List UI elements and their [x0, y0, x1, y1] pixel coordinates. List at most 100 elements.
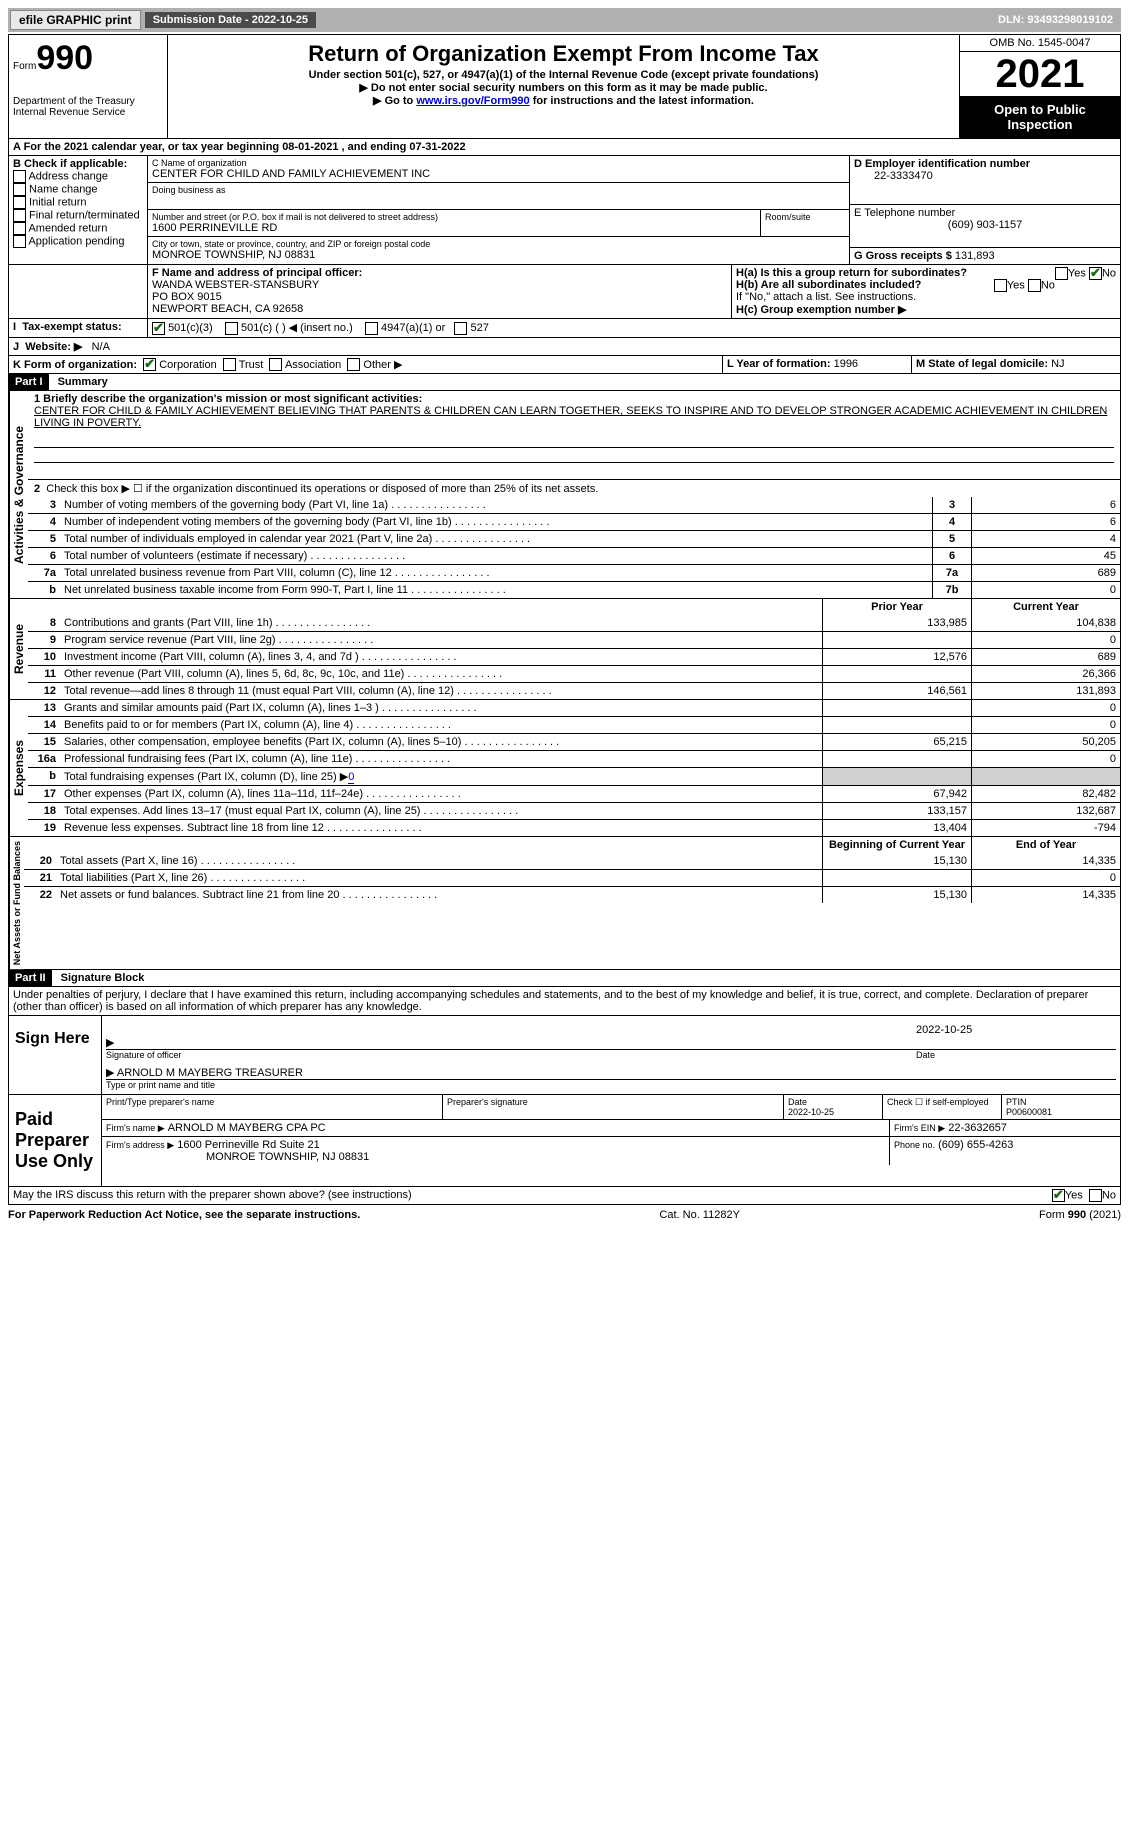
hb-label: H(b) Are all subordinates included? — [736, 279, 921, 291]
box-b-item: Name change — [13, 183, 143, 196]
checkbox[interactable] — [13, 222, 26, 235]
table-row: 17Other expenses (Part IX, column (A), l… — [28, 786, 1120, 803]
officer-label: F Name and address of principal officer: — [152, 267, 362, 279]
year-formed: 1996 — [834, 358, 858, 370]
ptin-label: PTIN — [1006, 1097, 1027, 1107]
checkbox[interactable] — [13, 183, 26, 196]
prep-phone: (609) 655-4263 — [938, 1139, 1013, 1151]
type-name-label: Type or print name and title — [106, 1080, 1116, 1090]
paid-preparer-block: Paid Preparer Use Only Print/Type prepar… — [8, 1095, 1121, 1187]
opt-trust: Trust — [239, 359, 264, 371]
domicile-label: M State of legal domicile: — [916, 358, 1048, 370]
other-checkbox[interactable] — [347, 358, 360, 371]
period-row: A For the 2021 calendar year, or tax yea… — [8, 139, 1121, 156]
sign-here-label: Sign Here — [9, 1016, 102, 1094]
part2-tag: Part II — [9, 970, 52, 986]
firm-addr1: 1600 Perrineville Rd Suite 21 — [177, 1139, 319, 1151]
part1-title: Summary — [52, 374, 114, 390]
table-row: 6Total number of volunteers (estimate if… — [28, 548, 1120, 565]
ein-label: D Employer identification number — [854, 158, 1116, 170]
domicile: NJ — [1051, 358, 1064, 370]
page-footer: For Paperwork Reduction Act Notice, see … — [8, 1205, 1121, 1221]
city: MONROE TOWNSHIP, NJ 08831 — [152, 249, 845, 261]
efile-print-button[interactable]: efile GRAPHIC print — [10, 10, 141, 30]
opt-501c3: 501(c)(3) — [168, 322, 213, 334]
501c3-checkbox[interactable] — [152, 322, 165, 335]
firm-name-label: Firm's name ▶ — [106, 1123, 165, 1133]
part1-tag: Part I — [9, 374, 49, 390]
vlabel-net: Net Assets or Fund Balances — [9, 837, 24, 969]
form-subtitle: Under section 501(c), 527, or 4947(a)(1)… — [172, 69, 955, 81]
checkbox[interactable] — [13, 196, 26, 209]
prep-name-label: Print/Type preparer's name — [102, 1095, 443, 1119]
discuss-yes-label: Yes — [1065, 1190, 1083, 1202]
goto-note: ▶ Go to www.irs.gov/Form990 for instruct… — [172, 94, 955, 107]
hb-note: If "No," attach a list. See instructions… — [736, 291, 1116, 303]
box-b-item: Amended return — [13, 222, 143, 235]
527-checkbox[interactable] — [454, 322, 467, 335]
irs-link[interactable]: www.irs.gov/Form990 — [416, 95, 529, 107]
no-label: No — [1102, 267, 1116, 279]
opt-527: 527 — [470, 322, 488, 334]
opt-other: Other ▶ — [363, 359, 402, 371]
line2-text: Check this box ▶ ☐ if the organization d… — [46, 483, 598, 495]
table-row: 7aTotal unrelated business revenue from … — [28, 565, 1120, 582]
part1-header: Part I Summary — [8, 374, 1121, 391]
declaration: Under penalties of perjury, I declare th… — [8, 987, 1121, 1016]
opt-assoc: Association — [285, 359, 341, 371]
ein-value: 22-3333470 — [854, 170, 1116, 182]
phone-value: (609) 903-1157 — [854, 219, 1116, 231]
tax-year: 2021 — [960, 52, 1120, 96]
hc-label: H(c) Group exemption number ▶ — [736, 303, 1116, 316]
trust-checkbox[interactable] — [223, 358, 236, 371]
rev-section: Revenue Prior YearCurrent Year 8Contribu… — [8, 599, 1121, 700]
table-row: 10Investment income (Part VIII, column (… — [28, 649, 1120, 666]
net-table: Beginning of Current YearEnd of Year 20T… — [24, 837, 1120, 903]
gross-label: G Gross receipts $ — [854, 250, 952, 262]
box-b-item: Application pending — [13, 235, 143, 248]
table-row: 12Total revenue—add lines 8 through 11 (… — [28, 683, 1120, 700]
ha-yes[interactable] — [1055, 267, 1068, 280]
table-row: 16aProfessional fundraising fees (Part I… — [28, 751, 1120, 768]
klm-row: K Form of organization: Corporation Trus… — [8, 356, 1121, 375]
col-curr: Current Year — [972, 599, 1121, 615]
checkbox[interactable] — [13, 235, 26, 248]
yes-label2: Yes — [1007, 279, 1025, 291]
4947-checkbox[interactable] — [365, 322, 378, 335]
501c-checkbox[interactable] — [225, 322, 238, 335]
street: 1600 PERRINEVILLE RD — [152, 222, 756, 234]
hb-no[interactable] — [1028, 279, 1041, 292]
table-row: 22Net assets or fund balances. Subtract … — [24, 887, 1120, 904]
website-row: J Website: ▶ N/A — [8, 338, 1121, 356]
officer-addr2: NEWPORT BEACH, CA 92658 — [152, 303, 303, 315]
yes-label: Yes — [1068, 267, 1086, 279]
corp-checkbox[interactable] — [143, 358, 156, 371]
no-label2: No — [1041, 279, 1055, 291]
date-label: Date — [916, 1050, 1116, 1060]
open-inspection: Open to Public Inspection — [960, 96, 1120, 138]
gross-value: 131,893 — [955, 250, 995, 262]
discuss-yes[interactable] — [1052, 1189, 1065, 1202]
firm-addr2: MONROE TOWNSHIP, NJ 08831 — [106, 1151, 369, 1163]
form-ref: Form 990 (2021) — [1039, 1209, 1121, 1221]
top-bar: efile GRAPHIC print Submission Date - 20… — [8, 8, 1121, 32]
vlabel-gov: Activities & Governance — [9, 391, 28, 598]
website-value: N/A — [92, 341, 110, 353]
ha-no[interactable] — [1089, 267, 1102, 280]
col-prior: Prior Year — [823, 599, 972, 615]
prep-date: 2022-10-25 — [788, 1107, 834, 1117]
street-label: Number and street (or P.O. box if mail i… — [152, 212, 756, 222]
opt-501c: 501(c) ( ) ◀ (insert no.) — [241, 322, 353, 334]
gov-section: Activities & Governance 1 Briefly descri… — [8, 391, 1121, 599]
table-row: 9Program service revenue (Part VIII, lin… — [28, 632, 1120, 649]
omb-number: OMB No. 1545-0047 — [960, 35, 1120, 52]
opt-4947: 4947(a)(1) or — [381, 322, 445, 334]
hb-yes[interactable] — [994, 279, 1007, 292]
box-b-item: Initial return — [13, 196, 143, 209]
table-row: 18Total expenses. Add lines 13–17 (must … — [28, 803, 1120, 820]
discuss-no[interactable] — [1089, 1189, 1102, 1202]
checkbox[interactable] — [13, 170, 26, 183]
assoc-checkbox[interactable] — [269, 358, 282, 371]
net-section: Net Assets or Fund Balances Beginning of… — [8, 837, 1121, 970]
checkbox[interactable] — [13, 209, 26, 222]
